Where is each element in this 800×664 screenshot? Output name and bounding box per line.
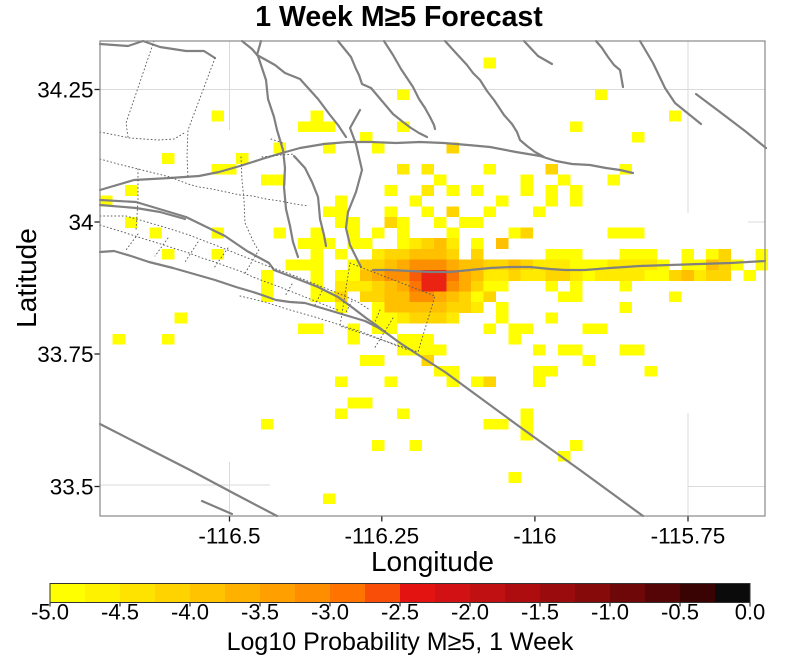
svg-text:34: 34 [68, 210, 93, 235]
svg-text:-2.5: -2.5 [381, 600, 419, 625]
svg-text:34.25: 34.25 [37, 77, 93, 102]
svg-text:-1.5: -1.5 [521, 600, 559, 625]
svg-text:-1.0: -1.0 [591, 600, 629, 625]
svg-text:-2.0: -2.0 [451, 600, 489, 625]
svg-text:-0.5: -0.5 [661, 600, 699, 625]
svg-text:-115.75: -115.75 [651, 524, 726, 549]
svg-text:-5.0: -5.0 [31, 600, 69, 625]
svg-text:Longitude: Longitude [371, 546, 494, 577]
svg-text:-116: -116 [513, 524, 556, 549]
svg-text:33.5: 33.5 [50, 474, 94, 499]
svg-text:-116.25: -116.25 [344, 524, 419, 549]
svg-text:Log10 Probability M≥5, 1 Week: Log10 Probability M≥5, 1 Week [227, 628, 574, 656]
svg-text:1 Week M≥5 Forecast: 1 Week M≥5 Forecast [255, 1, 543, 33]
svg-text:-4.5: -4.5 [101, 600, 139, 625]
svg-text:-116.5: -116.5 [198, 524, 260, 549]
svg-text:Latitude: Latitude [11, 228, 42, 328]
svg-text:-4.0: -4.0 [171, 600, 209, 625]
svg-text:0.0: 0.0 [735, 600, 766, 625]
svg-text:33.75: 33.75 [37, 342, 93, 367]
svg-text:-3.5: -3.5 [241, 600, 279, 625]
svg-text:-3.0: -3.0 [311, 600, 349, 625]
